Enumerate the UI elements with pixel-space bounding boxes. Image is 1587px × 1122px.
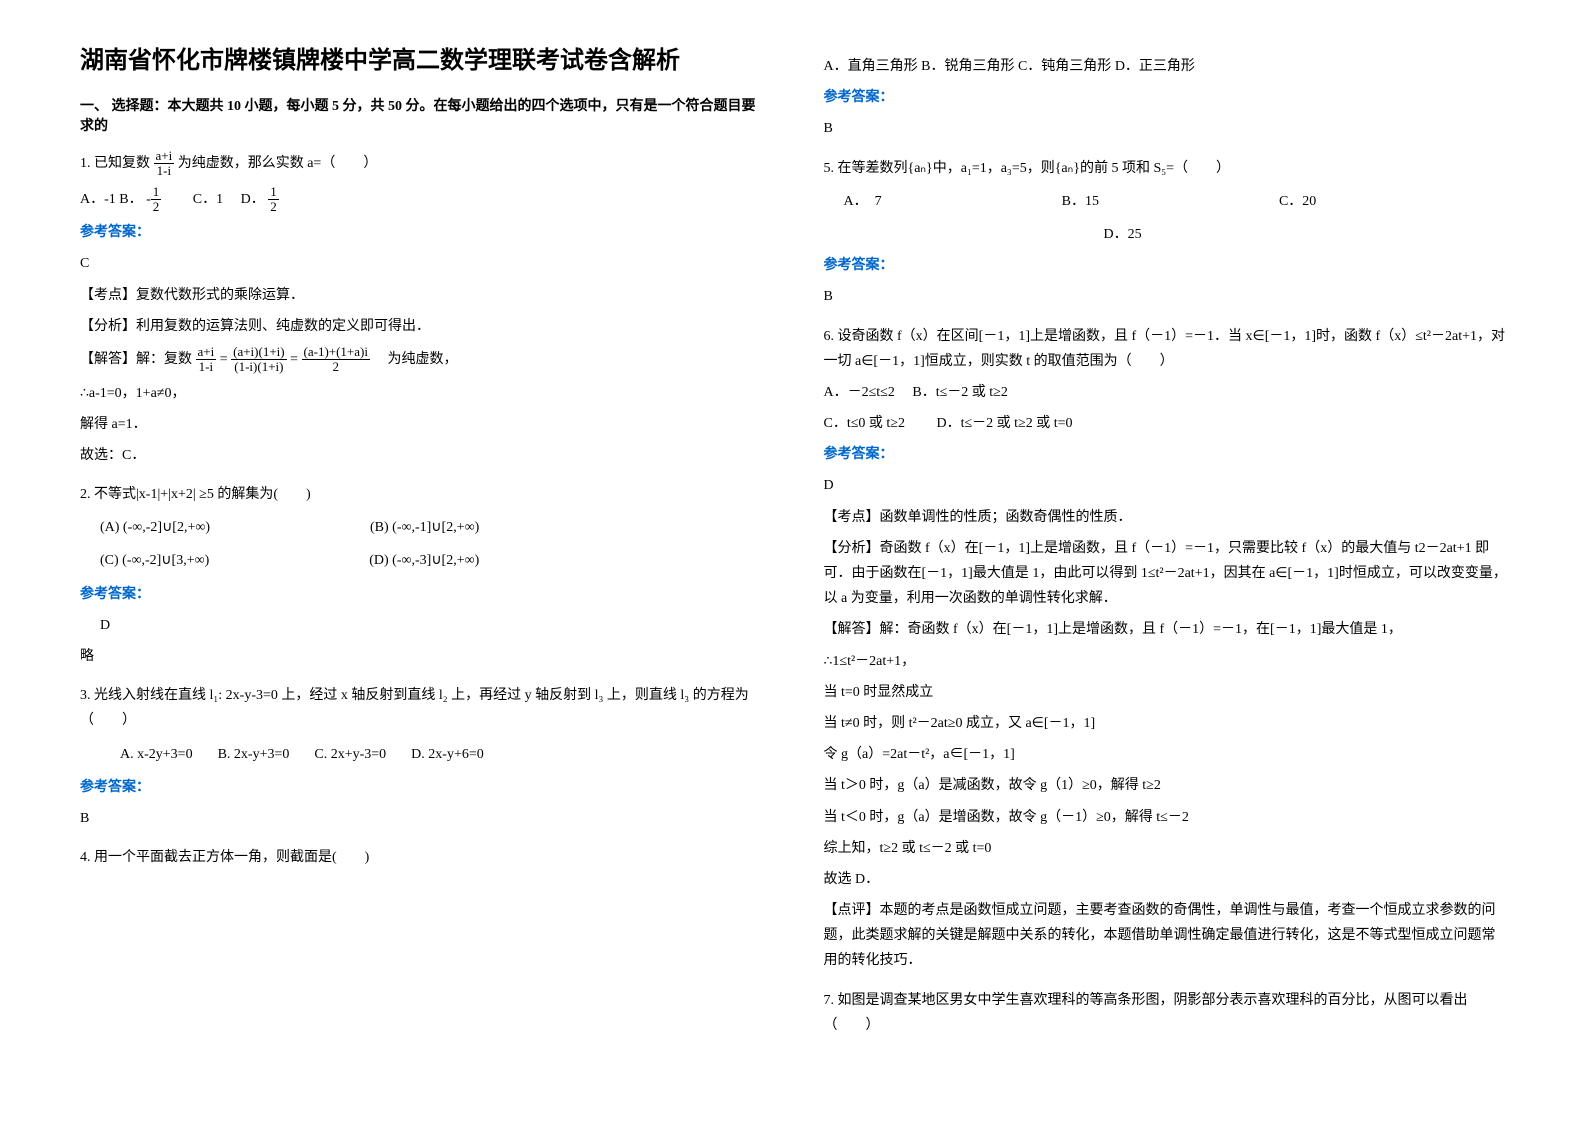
q1-optB-frac: 12 xyxy=(151,185,162,215)
q4-optC: C．钝角三角形 xyxy=(1018,59,1111,74)
q6-jieda1: 【解答】解：奇函数 f（x）在[－1，1]上是增函数，且 f（－1）=－1，在[… xyxy=(824,617,1508,642)
q1-optB-prefix: B． xyxy=(119,192,142,207)
q6-kaodian: 【考点】函数单调性的性质；函数奇偶性的性质． xyxy=(824,505,1508,530)
q4-stem: 4. 用一个平面截去正方体一角，则截面是( ) xyxy=(80,845,764,870)
q1-f1: a+i1-i xyxy=(196,345,217,375)
q1-eq1: = xyxy=(220,352,228,367)
q1-f3: (a-1)+(1+a)i2 xyxy=(302,345,370,375)
question-7: 7. 如图是调查某地区男女中学生喜欢理科的等高条形图，阴影部分表示喜欢理科的百分… xyxy=(824,988,1508,1038)
q5-answer: B xyxy=(824,284,1508,309)
q1-stem-suffix: 为纯虚数，那么实数 a=（ ） xyxy=(178,156,378,171)
q6-fenxi: 【分析】奇函数 f（x）在[－1，1]上是增函数，且 f（－1）=－1，只需要比… xyxy=(824,536,1508,612)
q3-stem: 3. 光线入射线在直线 l₁: 2x-y-3=0 上，经过 x 轴反射到直线 l… xyxy=(80,683,764,733)
q6-optB: B．t≤－2 或 t≥2 xyxy=(912,385,1007,400)
q1-fenxi: 【分析】利用复数的运算法则、纯虚数的定义即可得出． xyxy=(80,314,764,339)
q6-jieda8: 综上知，t≥2 或 t≤－2 或 t=0 xyxy=(824,836,1508,861)
q6-answer-label: 参考答案： xyxy=(824,442,1508,467)
q2-optA: (A) (-∞,-2]∪[2,+∞) xyxy=(100,515,210,540)
q4-answer-label: 参考答案： xyxy=(824,85,1508,110)
q1-jieda-prefix: 【解答】解：复数 xyxy=(80,352,192,367)
q1-optD-prefix: D． xyxy=(241,192,265,207)
q2-optC: (C) (-∞,-2]∪[3,+∞) xyxy=(100,548,209,573)
q4-optD: D．正三角形 xyxy=(1115,59,1195,74)
q3-answer: B xyxy=(80,806,764,831)
question-5: 5. 在等差数列{aₙ}中，a₁=1，a₃=5，则{aₙ}的前 5 项和 S₅=… xyxy=(824,156,1508,310)
question-4-options: A．直角三角形 B．锐角三角形 C．钝角三角形 D．正三角形 参考答案： B xyxy=(824,54,1508,142)
q1-line4: 故选：C． xyxy=(80,443,764,468)
document-title: 湖南省怀化市牌楼镇牌楼中学高二数学理联考试卷含解析 xyxy=(80,40,764,75)
q2-stem: 2. 不等式|x-1|+|x+2| ≥5 的解集为( ) xyxy=(80,482,764,507)
q6-jieda5: 令 g（a）=2at－t²，a∈[－1，1] xyxy=(824,742,1508,767)
question-6: 6. 设奇函数 f（x）在区间[－1，1]上是增函数，且 f（－1）=－1．当 … xyxy=(824,324,1508,974)
q6-jieda2: ∴1≤t²－2at+1， xyxy=(824,649,1508,674)
q5-optA: A． 7 xyxy=(844,189,882,214)
q6-jieda6: 当 t＞0 时，g（a）是减函数，故令 g（1）≥0，解得 t≥2 xyxy=(824,773,1508,798)
q3-answer-label: 参考答案： xyxy=(80,775,764,800)
q4-answer: B xyxy=(824,116,1508,141)
question-4: 4. 用一个平面截去正方体一角，则截面是( ) xyxy=(80,845,764,870)
q1-frac: a+i1-i xyxy=(154,149,175,179)
q3-optD: D. 2x-y+6=0 xyxy=(411,742,484,767)
q7-stem: 7. 如图是调查某地区男女中学生喜欢理科的等高条形图，阴影部分表示喜欢理科的百分… xyxy=(824,988,1508,1038)
q4-optA: A．直角三角形 xyxy=(824,59,918,74)
q1-stem-prefix: 1. 已知复数 xyxy=(80,156,150,171)
question-2: 2. 不等式|x-1|+|x+2| ≥5 的解集为( ) (A) (-∞,-2]… xyxy=(80,482,764,669)
q1-jieda-suffix: 为纯虚数， xyxy=(387,352,457,367)
q6-dianping: 【点评】本题的考点是函数恒成立问题，主要考查函数的奇偶性，单调性与最值，考查一个… xyxy=(824,898,1508,974)
question-1: 1. 已知复数 a+i1-i 为纯虚数，那么实数 a=（ ） A．-1 B． -… xyxy=(80,149,764,468)
q6-jieda9: 故选 D． xyxy=(824,867,1508,892)
right-column: A．直角三角形 B．锐角三角形 C．钝角三角形 D．正三角形 参考答案： B 5… xyxy=(824,40,1508,1052)
q1-eq2: = xyxy=(290,352,298,367)
q6-optA: A．－2≤t≤2 xyxy=(824,385,895,400)
q1-optA: A．-1 xyxy=(80,192,116,207)
q1-optD-frac: 12 xyxy=(268,185,279,215)
q5-optB: B．15 xyxy=(1062,189,1099,214)
q1-line3: 解得 a=1． xyxy=(80,412,764,437)
section-title: 一、 选择题：本大题共 10 小题，每小题 5 分，共 50 分。在每小题给出的… xyxy=(80,95,764,135)
q1-line2: ∴a-1=0，1+a≠0， xyxy=(80,381,764,406)
q1-kaodian: 【考点】复数代数形式的乘除运算． xyxy=(80,283,764,308)
q4-optB: B．锐角三角形 xyxy=(921,59,1014,74)
q3-optC: C. 2x+y-3=0 xyxy=(314,742,386,767)
q6-stem: 6. 设奇函数 f（x）在区间[－1，1]上是增函数，且 f（－1）=－1．当 … xyxy=(824,324,1508,374)
q5-answer-label: 参考答案： xyxy=(824,253,1508,278)
q5-optD: D．25 xyxy=(1104,227,1142,242)
q5-optC: C．20 xyxy=(1279,189,1316,214)
q1-f2: (a+i)(1+i)(1-i)(1+i) xyxy=(231,345,286,375)
q6-jieda4: 当 t≠0 时，则 t²－2at≥0 成立，又 a∈[－1，1] xyxy=(824,711,1508,736)
q1-optC: C．1 xyxy=(193,192,223,207)
q2-answer: D xyxy=(100,613,764,638)
q6-jieda3: 当 t=0 时显然成立 xyxy=(824,680,1508,705)
q3-optB: B. 2x-y+3=0 xyxy=(218,742,290,767)
q5-stem: 5. 在等差数列{aₙ}中，a₁=1，a₃=5，则{aₙ}的前 5 项和 S₅=… xyxy=(824,156,1508,181)
q2-answer-label: 参考答案： xyxy=(80,582,764,607)
q2-optD: (D) (-∞,-3]∪[2,+∞) xyxy=(369,548,479,573)
q6-jieda7: 当 t＜0 时，g（a）是增函数，故令 g（－1）≥0，解得 t≤－2 xyxy=(824,805,1508,830)
q1-answer-label: 参考答案： xyxy=(80,220,764,245)
q1-answer: C xyxy=(80,251,764,276)
q6-optC: C．t≤0 或 t≥2 xyxy=(824,416,905,431)
q6-answer: D xyxy=(824,473,1508,498)
left-column: 湖南省怀化市牌楼镇牌楼中学高二数学理联考试卷含解析 一、 选择题：本大题共 10… xyxy=(80,40,764,1052)
q6-optD: D．t≤－2 或 t≥2 或 t=0 xyxy=(936,416,1072,431)
q2-optB: (B) (-∞,-1]∪[2,+∞) xyxy=(370,515,479,540)
q3-optA: A. x-2y+3=0 xyxy=(120,742,193,767)
question-3: 3. 光线入射线在直线 l₁: 2x-y-3=0 上，经过 x 轴反射到直线 l… xyxy=(80,683,764,831)
q2-lue: 略 xyxy=(80,644,764,669)
